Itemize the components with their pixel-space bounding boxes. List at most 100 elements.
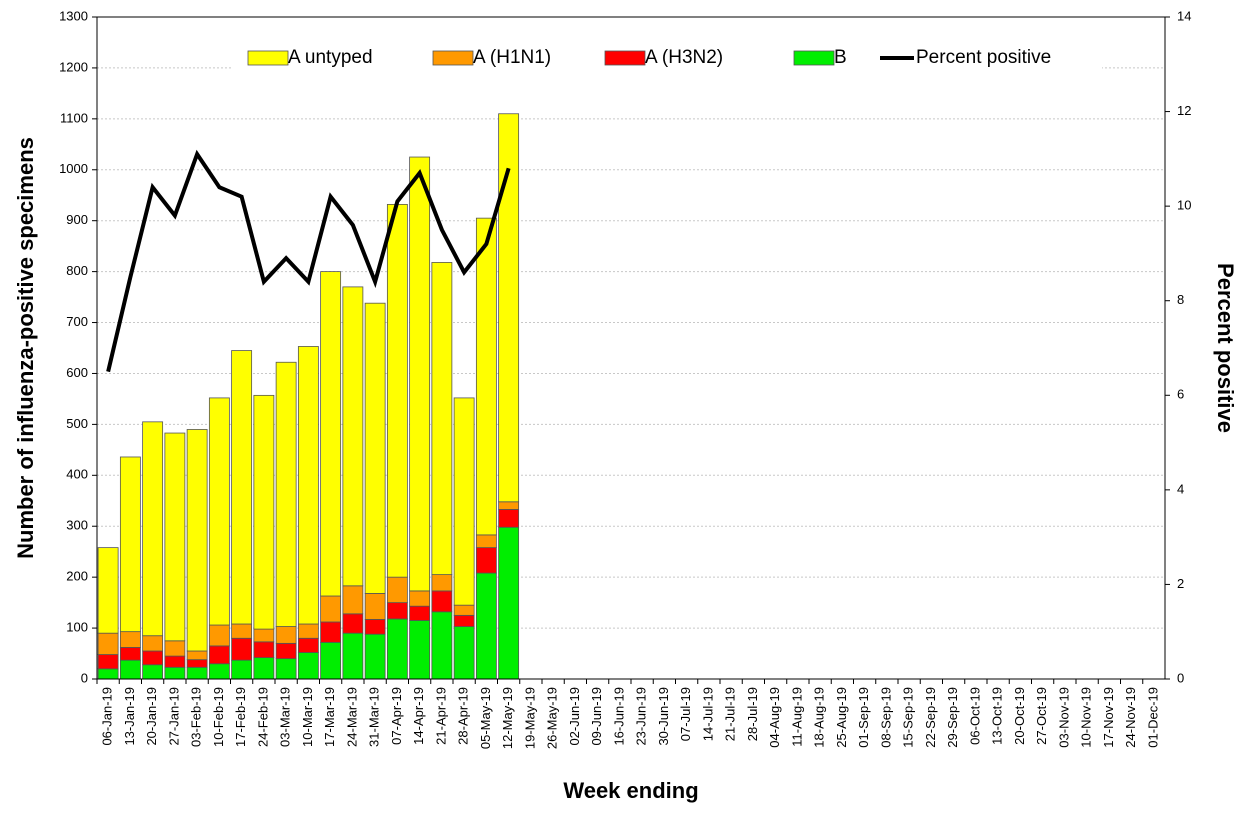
bar-segment	[119, 456, 141, 633]
bar-segment	[320, 621, 342, 643]
bar-segment	[431, 574, 453, 592]
bar-segment	[498, 526, 520, 680]
x-tick-label: 03-Mar-19	[278, 687, 293, 747]
bar-segment	[164, 640, 186, 657]
x-tick-label: 06-Jan-19	[100, 687, 115, 746]
x-tick-label: 16-Jun-19	[611, 687, 626, 746]
y-tick-label: 0	[81, 670, 88, 685]
bar-segment	[386, 602, 408, 620]
y-tick-label: 200	[66, 569, 88, 584]
bar-segment	[297, 637, 319, 653]
bar-segment	[253, 628, 275, 643]
y2-tick-label: 12	[1177, 103, 1191, 118]
bar-segment	[142, 650, 164, 666]
x-tick-label: 10-Feb-19	[211, 687, 226, 747]
bar-segment	[275, 626, 297, 644]
bar-segment	[475, 572, 497, 680]
bar-segment	[253, 657, 275, 680]
bar-segment	[275, 361, 297, 627]
y-tick-label: 100	[66, 620, 88, 635]
x-tick-label: 11-Aug-19	[789, 687, 804, 747]
bar-segment	[119, 647, 141, 661]
y-tick-label: 800	[66, 263, 88, 278]
x-tick-label: 27-Oct-19	[1034, 687, 1049, 745]
bar-segment	[453, 604, 475, 616]
x-tick-label: 01-Sep-19	[856, 687, 871, 748]
bar-segment	[475, 547, 497, 574]
legend-swatch	[247, 50, 289, 66]
legend-swatch	[604, 50, 646, 66]
x-tick-label: 29-Sep-19	[945, 687, 960, 748]
x-tick-label: 24-Feb-19	[255, 687, 270, 747]
bar-segment	[475, 534, 497, 549]
bar-segment	[142, 664, 164, 680]
y-tick-label: 900	[66, 212, 88, 227]
bar-segment	[208, 624, 230, 647]
x-tick-label: 18-Aug-19	[812, 687, 827, 748]
x-tick-label: 09-Jun-19	[589, 687, 604, 746]
bar-segment	[142, 421, 164, 637]
x-tick-label: 15-Sep-19	[901, 687, 916, 748]
bar-segment	[97, 632, 119, 655]
bar-segment	[275, 642, 297, 660]
y2-tick-label: 10	[1177, 198, 1191, 213]
x-tick-label: 30-Jun-19	[656, 687, 671, 746]
bar-segment	[186, 429, 208, 652]
x-axis-title: Week ending	[563, 778, 698, 803]
x-tick-label: 17-Nov-19	[1101, 687, 1116, 748]
bar-segment	[142, 635, 164, 652]
x-tick-label: 03-Feb-19	[189, 687, 204, 747]
x-tick-label: 19-May-19	[522, 687, 537, 749]
bar-segment	[498, 501, 520, 510]
bar-segment	[498, 509, 520, 528]
bar-segment	[164, 655, 186, 668]
legend-label: Percent positive	[916, 47, 1051, 68]
line-series	[106, 149, 511, 373]
bar-segment	[498, 113, 520, 503]
x-tick-label: 25-Aug-19	[834, 687, 849, 748]
x-tick-label: 13-Oct-19	[990, 687, 1005, 745]
bar-segment	[253, 394, 275, 630]
y-tick-label: 400	[66, 467, 88, 482]
x-tick-label: 28-Apr-19	[456, 687, 471, 745]
x-tick-label: 17-Mar-19	[322, 687, 337, 747]
bar-segment	[342, 286, 364, 587]
legend-swatch	[793, 50, 835, 66]
x-tick-label: 13-Jan-19	[122, 687, 137, 746]
bar-segment	[186, 659, 208, 668]
x-tick-label: 28-Jul-19	[745, 687, 760, 741]
bar-segment	[431, 262, 453, 576]
y-tick-label: 1200	[59, 59, 88, 74]
x-tick-label: 23-Jun-19	[634, 687, 649, 746]
legend-label: A (H3N2)	[645, 47, 723, 68]
x-tick-label: 20-Oct-19	[1012, 687, 1027, 745]
y2-tick-label: 4	[1177, 481, 1184, 496]
legend-label: A (H1N1)	[473, 47, 551, 68]
bar-segment	[453, 614, 475, 627]
bar-segment	[320, 271, 342, 597]
y2-tick-label: 2	[1177, 576, 1184, 591]
bar-segment	[164, 432, 186, 642]
bar-segment	[342, 632, 364, 680]
bar-segment	[409, 620, 431, 680]
bar-segment	[208, 663, 230, 680]
y-tick-label: 300	[66, 518, 88, 533]
bar-segment	[409, 605, 431, 621]
x-tick-label: 05-May-19	[478, 687, 493, 749]
y2-tick-label: 8	[1177, 292, 1184, 307]
bar-segment	[431, 611, 453, 680]
y2-axis-title: Percent positive	[1213, 263, 1238, 433]
bar-segment	[208, 645, 230, 665]
x-tick-label: 21-Jul-19	[723, 687, 738, 741]
bar-segment	[453, 626, 475, 680]
bar-segment	[297, 346, 319, 625]
bar-segment	[431, 590, 453, 613]
bar-segment	[297, 652, 319, 680]
x-tick-label: 31-Mar-19	[367, 687, 382, 747]
bar-segment	[253, 641, 275, 659]
legend-swatch	[432, 50, 474, 66]
x-tick-label: 27-Jan-19	[166, 687, 181, 746]
x-tick-label: 14-Jul-19	[700, 687, 715, 741]
x-tick-label: 10-Nov-19	[1079, 687, 1094, 748]
x-tick-label: 12-May-19	[500, 687, 515, 749]
